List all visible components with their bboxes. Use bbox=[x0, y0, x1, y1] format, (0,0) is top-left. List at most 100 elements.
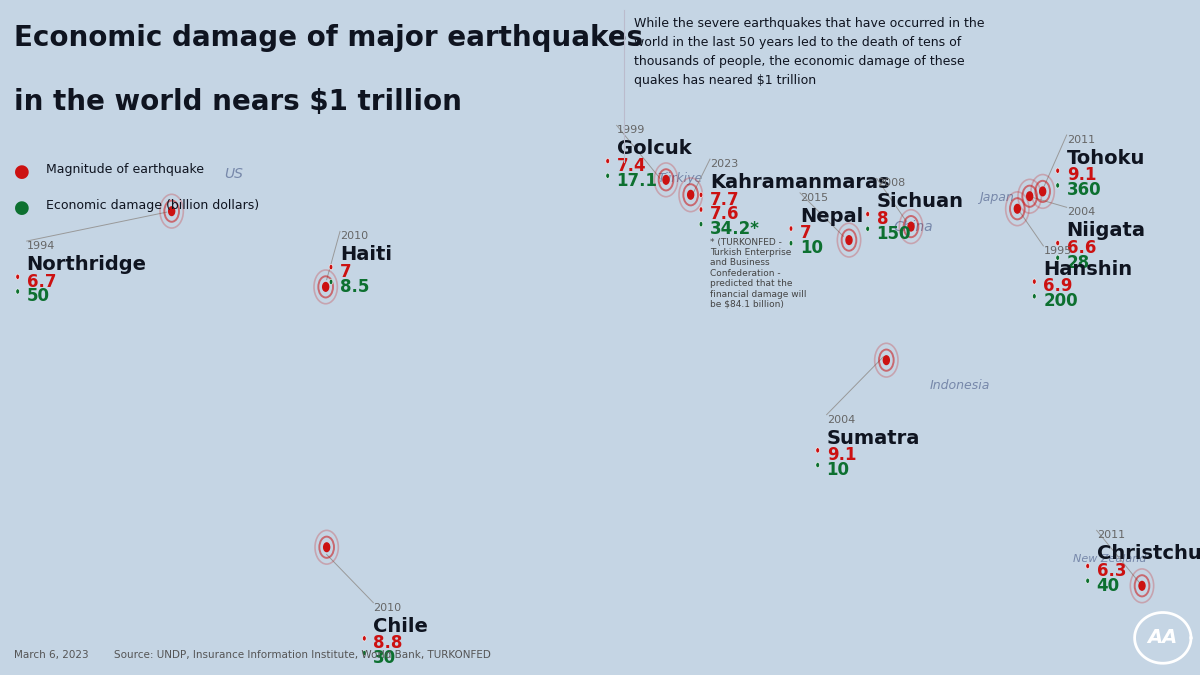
Circle shape bbox=[866, 211, 870, 217]
Text: 6.6: 6.6 bbox=[1067, 239, 1096, 256]
Text: 7: 7 bbox=[340, 263, 352, 281]
Circle shape bbox=[816, 462, 820, 468]
Circle shape bbox=[1027, 192, 1033, 200]
Circle shape bbox=[883, 356, 889, 365]
Text: ●: ● bbox=[14, 163, 30, 182]
Circle shape bbox=[1086, 578, 1090, 583]
Text: 7.6: 7.6 bbox=[710, 205, 739, 223]
Text: 28: 28 bbox=[1067, 254, 1090, 271]
Text: 9.1: 9.1 bbox=[827, 446, 856, 464]
Text: Sichuan: Sichuan bbox=[877, 192, 964, 211]
Circle shape bbox=[790, 240, 793, 246]
Circle shape bbox=[323, 283, 329, 291]
Circle shape bbox=[1056, 255, 1060, 261]
Circle shape bbox=[16, 274, 19, 279]
Circle shape bbox=[688, 190, 694, 199]
Circle shape bbox=[1032, 279, 1036, 284]
Text: Economic damage of major earthquakes: Economic damage of major earthquakes bbox=[14, 24, 643, 51]
Text: 6.3: 6.3 bbox=[1097, 562, 1126, 580]
Text: 200: 200 bbox=[1043, 292, 1078, 310]
Text: Kahramanmaras: Kahramanmaras bbox=[710, 173, 889, 192]
Text: 10: 10 bbox=[800, 239, 823, 257]
Text: 10: 10 bbox=[827, 461, 850, 479]
Text: US: US bbox=[224, 167, 242, 181]
Text: 8.5: 8.5 bbox=[340, 277, 370, 296]
Text: 40: 40 bbox=[1097, 576, 1120, 595]
Text: Sumatra: Sumatra bbox=[827, 429, 920, 448]
Text: March 6, 2023: March 6, 2023 bbox=[14, 650, 89, 660]
Text: Hanshin: Hanshin bbox=[1043, 260, 1133, 279]
Text: 2010: 2010 bbox=[340, 232, 368, 242]
Text: Chile: Chile bbox=[373, 617, 428, 636]
Text: 34.2*: 34.2* bbox=[710, 220, 760, 238]
Text: 8: 8 bbox=[877, 210, 888, 228]
Text: 2010: 2010 bbox=[373, 603, 402, 613]
Circle shape bbox=[606, 159, 610, 164]
Text: 1994: 1994 bbox=[26, 241, 55, 251]
Circle shape bbox=[324, 543, 330, 551]
Text: 30: 30 bbox=[373, 649, 396, 667]
Circle shape bbox=[908, 222, 914, 231]
Text: 2011: 2011 bbox=[1097, 531, 1124, 541]
Circle shape bbox=[16, 289, 19, 294]
Text: 1999: 1999 bbox=[617, 126, 646, 136]
Circle shape bbox=[700, 221, 703, 227]
Text: Golcuk: Golcuk bbox=[617, 139, 691, 159]
Text: * (TURKONFED -
Turkish Enterprise
and Business
Confederation -
predicted that th: * (TURKONFED - Turkish Enterprise and Bu… bbox=[710, 238, 806, 309]
Text: 50: 50 bbox=[26, 288, 49, 305]
Text: Source: UNDP, Insurance Information Institute, World Bank, TURKONFED: Source: UNDP, Insurance Information Inst… bbox=[114, 650, 491, 660]
Circle shape bbox=[664, 176, 670, 184]
Text: 8.8: 8.8 bbox=[373, 634, 403, 652]
Text: 6.7: 6.7 bbox=[26, 273, 56, 290]
Text: Magnitude of earthquake: Magnitude of earthquake bbox=[46, 163, 204, 176]
Text: in the world nears $1 trillion: in the world nears $1 trillion bbox=[14, 88, 462, 115]
Text: 7: 7 bbox=[800, 224, 811, 242]
Text: 2004: 2004 bbox=[827, 414, 854, 425]
Text: Türkiye: Türkiye bbox=[658, 172, 703, 185]
Text: Northridge: Northridge bbox=[26, 255, 146, 274]
Circle shape bbox=[362, 651, 366, 655]
Text: China: China bbox=[894, 219, 934, 234]
Text: 7.4: 7.4 bbox=[617, 157, 647, 175]
Circle shape bbox=[1056, 183, 1060, 188]
Circle shape bbox=[362, 636, 366, 641]
Text: 150: 150 bbox=[877, 225, 911, 242]
Circle shape bbox=[606, 173, 610, 178]
Circle shape bbox=[1039, 187, 1045, 196]
Text: 2011: 2011 bbox=[1067, 135, 1094, 145]
Circle shape bbox=[169, 207, 175, 215]
Text: Indonesia: Indonesia bbox=[930, 379, 990, 392]
Text: 6.9: 6.9 bbox=[1043, 277, 1073, 296]
Circle shape bbox=[1086, 564, 1090, 569]
Circle shape bbox=[700, 192, 703, 198]
Text: Christchurch: Christchurch bbox=[1097, 544, 1200, 564]
Circle shape bbox=[329, 265, 332, 270]
Text: Tohoku: Tohoku bbox=[1067, 149, 1145, 168]
Text: Haiti: Haiti bbox=[340, 246, 392, 265]
Text: Economic damage (billion dollars): Economic damage (billion dollars) bbox=[46, 199, 259, 212]
Circle shape bbox=[866, 226, 870, 232]
Text: New Zealand: New Zealand bbox=[1073, 554, 1147, 564]
Text: 17.1: 17.1 bbox=[617, 171, 658, 190]
Circle shape bbox=[700, 207, 703, 212]
Circle shape bbox=[790, 226, 793, 232]
Circle shape bbox=[1056, 240, 1060, 246]
Text: ●: ● bbox=[14, 199, 30, 217]
Text: 2008: 2008 bbox=[877, 178, 905, 188]
Text: Japan: Japan bbox=[979, 191, 1014, 204]
Circle shape bbox=[846, 236, 852, 244]
Text: 2004: 2004 bbox=[1067, 207, 1094, 217]
Text: Nepal: Nepal bbox=[800, 207, 863, 226]
Text: While the severe earthquakes that have occurred in the
world in the last 50 year: While the severe earthquakes that have o… bbox=[634, 17, 984, 87]
Circle shape bbox=[1056, 168, 1060, 173]
Text: 9.1: 9.1 bbox=[1067, 167, 1096, 184]
Text: 360: 360 bbox=[1067, 181, 1102, 199]
Circle shape bbox=[1014, 205, 1020, 213]
Text: 1995: 1995 bbox=[1043, 246, 1072, 256]
Text: Niigata: Niigata bbox=[1067, 221, 1146, 240]
Text: AA: AA bbox=[1147, 628, 1178, 647]
Text: 7.7: 7.7 bbox=[710, 190, 739, 209]
Circle shape bbox=[1032, 294, 1036, 299]
Text: 2023: 2023 bbox=[710, 159, 738, 169]
Text: 2015: 2015 bbox=[800, 193, 828, 203]
